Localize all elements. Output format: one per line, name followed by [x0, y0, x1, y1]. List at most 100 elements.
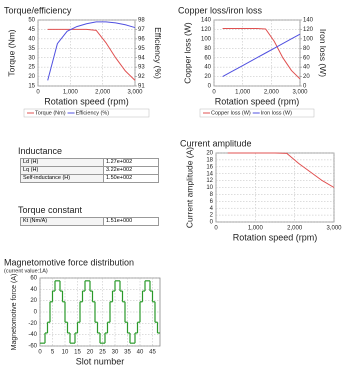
y-tick-label: 6 [210, 199, 214, 205]
chart-title: Current amplitude [180, 138, 252, 148]
step-riser [44, 280, 159, 344]
series-line [227, 152, 335, 188]
row: Kt (Nm/A) 1.51e+000 [20, 217, 159, 226]
y-tick-label: -60 [28, 344, 37, 350]
y-tick-label: 120 [201, 27, 212, 33]
y-tick-label: 12 [206, 178, 213, 184]
cell: 1.50e+002 [103, 174, 159, 183]
y-tick-label: 4 [210, 206, 214, 212]
chart-title: Copper loss/iron loss [178, 5, 263, 15]
y-tick-label: 0 [208, 84, 212, 90]
x-tick-label: 20 [87, 350, 94, 356]
y2-tick-label: 96 [138, 36, 145, 42]
x-tick-label: 25 [99, 350, 106, 356]
y2-tick-label: 20 [303, 74, 310, 80]
y2-tick-label: 120 [303, 27, 314, 33]
plot-area [215, 152, 335, 223]
x-tick-label: 2,000 [264, 90, 280, 96]
x-tick-label: 35 [124, 350, 131, 356]
y-tick-label: 18 [206, 157, 213, 163]
y-tick-label: 20 [206, 151, 213, 157]
series-line [222, 27, 301, 80]
cell: 1.51e+000 [103, 217, 159, 226]
x-tick-label: 3,000 [127, 90, 143, 96]
legend-label: Efficiency (%) [76, 110, 110, 116]
y-tick-label: 60 [204, 55, 211, 61]
x-tick-label: 3,000 [292, 90, 308, 96]
y-tick-label: 50 [28, 18, 35, 24]
chart-subtitle: (current value:1A) [4, 268, 48, 274]
y-axis-title: Copper loss (W) [182, 22, 192, 84]
y2-tick-label: 97 [138, 27, 145, 33]
y2-axis-title: Iron loss (W) [318, 29, 328, 77]
y2-tick-label: 95 [138, 46, 145, 52]
cell: Lq (H) [20, 166, 104, 175]
chart-title: Torque/efficiency [4, 5, 72, 15]
cell: Self-inductance (H) [20, 174, 104, 183]
y-axis-title: Current amplitude (A) [184, 147, 194, 228]
y2-axis-title: Efficiency (%) [153, 27, 163, 79]
x-tick-label: 30 [112, 350, 119, 356]
y2-tick-label: 80 [303, 46, 310, 52]
y2-tick-label: 98 [138, 18, 145, 24]
plot-area [37, 19, 136, 87]
y-tick-label: 15 [28, 84, 35, 90]
y2-tick-label: 40 [303, 65, 310, 71]
y-tick-label: 14 [206, 171, 213, 177]
cell: Kt (Nm/A) [20, 217, 104, 226]
x-tick-label: 40 [137, 350, 144, 356]
y-tick-label: 20 [204, 74, 211, 80]
torque-constant-table: Kt (Nm/A) 1.51e+000 [20, 217, 159, 226]
y-tick-label: 16 [206, 164, 213, 170]
section-title: Torque constant [18, 205, 83, 215]
y2-tick-label: 94 [138, 55, 145, 61]
y2-tick-label: 91 [138, 84, 145, 90]
series-line [47, 28, 136, 81]
section-title: Inductance [18, 146, 63, 156]
y-tick-label: 140 [201, 18, 212, 24]
legend-label: Iron loss (W) [261, 110, 292, 116]
y-tick-label: 10 [206, 185, 213, 191]
x-tick-label: 2,000 [287, 226, 303, 232]
x-axis-title: Rotation speed (rpm) [44, 96, 129, 106]
y-tick-label: 0 [210, 220, 214, 226]
y-tick-label: 80 [204, 46, 211, 52]
y-tick-label: 20 [28, 74, 35, 80]
chart-title: Magnetomotive force distribution [4, 257, 134, 267]
y-tick-label: -40 [28, 332, 37, 338]
legend-label: Copper loss (W) [211, 110, 251, 116]
y2-tick-label: 93 [138, 65, 145, 71]
x-tick-label: 5 [51, 350, 55, 356]
x-tick-label: 1,000 [63, 90, 79, 96]
y-tick-label: 35 [28, 46, 35, 52]
y-tick-label: -20 [28, 321, 37, 327]
series-line [47, 21, 136, 81]
legend-box [23, 108, 150, 118]
x-axis-title: Rotation speed (rpm) [233, 232, 318, 242]
plot-area [213, 19, 301, 87]
legend-label: Torque (Nm) [35, 110, 66, 116]
row: Ld (H) 1.27e+002 [20, 158, 159, 167]
y-tick-label: 40 [204, 65, 211, 71]
y-tick-label: 2 [210, 213, 214, 219]
x-tick-label: 1,000 [248, 226, 264, 232]
x-tick-label: 0 [38, 350, 42, 356]
x-tick-label: 45 [149, 350, 156, 356]
x-tick-label: 3,000 [326, 226, 342, 232]
y2-tick-label: 92 [138, 74, 145, 80]
x-tick-label: 2,000 [95, 90, 111, 96]
y2-tick-label: 100 [303, 36, 314, 42]
series-line [222, 33, 301, 78]
y2-tick-label: 60 [303, 55, 310, 61]
x-tick-label: 0 [36, 90, 40, 96]
y2-tick-label: 140 [303, 18, 314, 24]
x-tick-label: 0 [214, 226, 218, 232]
x-axis-title: Slot number [76, 356, 125, 366]
y-tick-label: 8 [210, 192, 214, 198]
y2-tick-label: 0 [303, 84, 307, 90]
y-tick-label: 45 [28, 27, 35, 33]
y-tick-label: 60 [30, 276, 37, 282]
x-tick-label: 10 [62, 350, 69, 356]
